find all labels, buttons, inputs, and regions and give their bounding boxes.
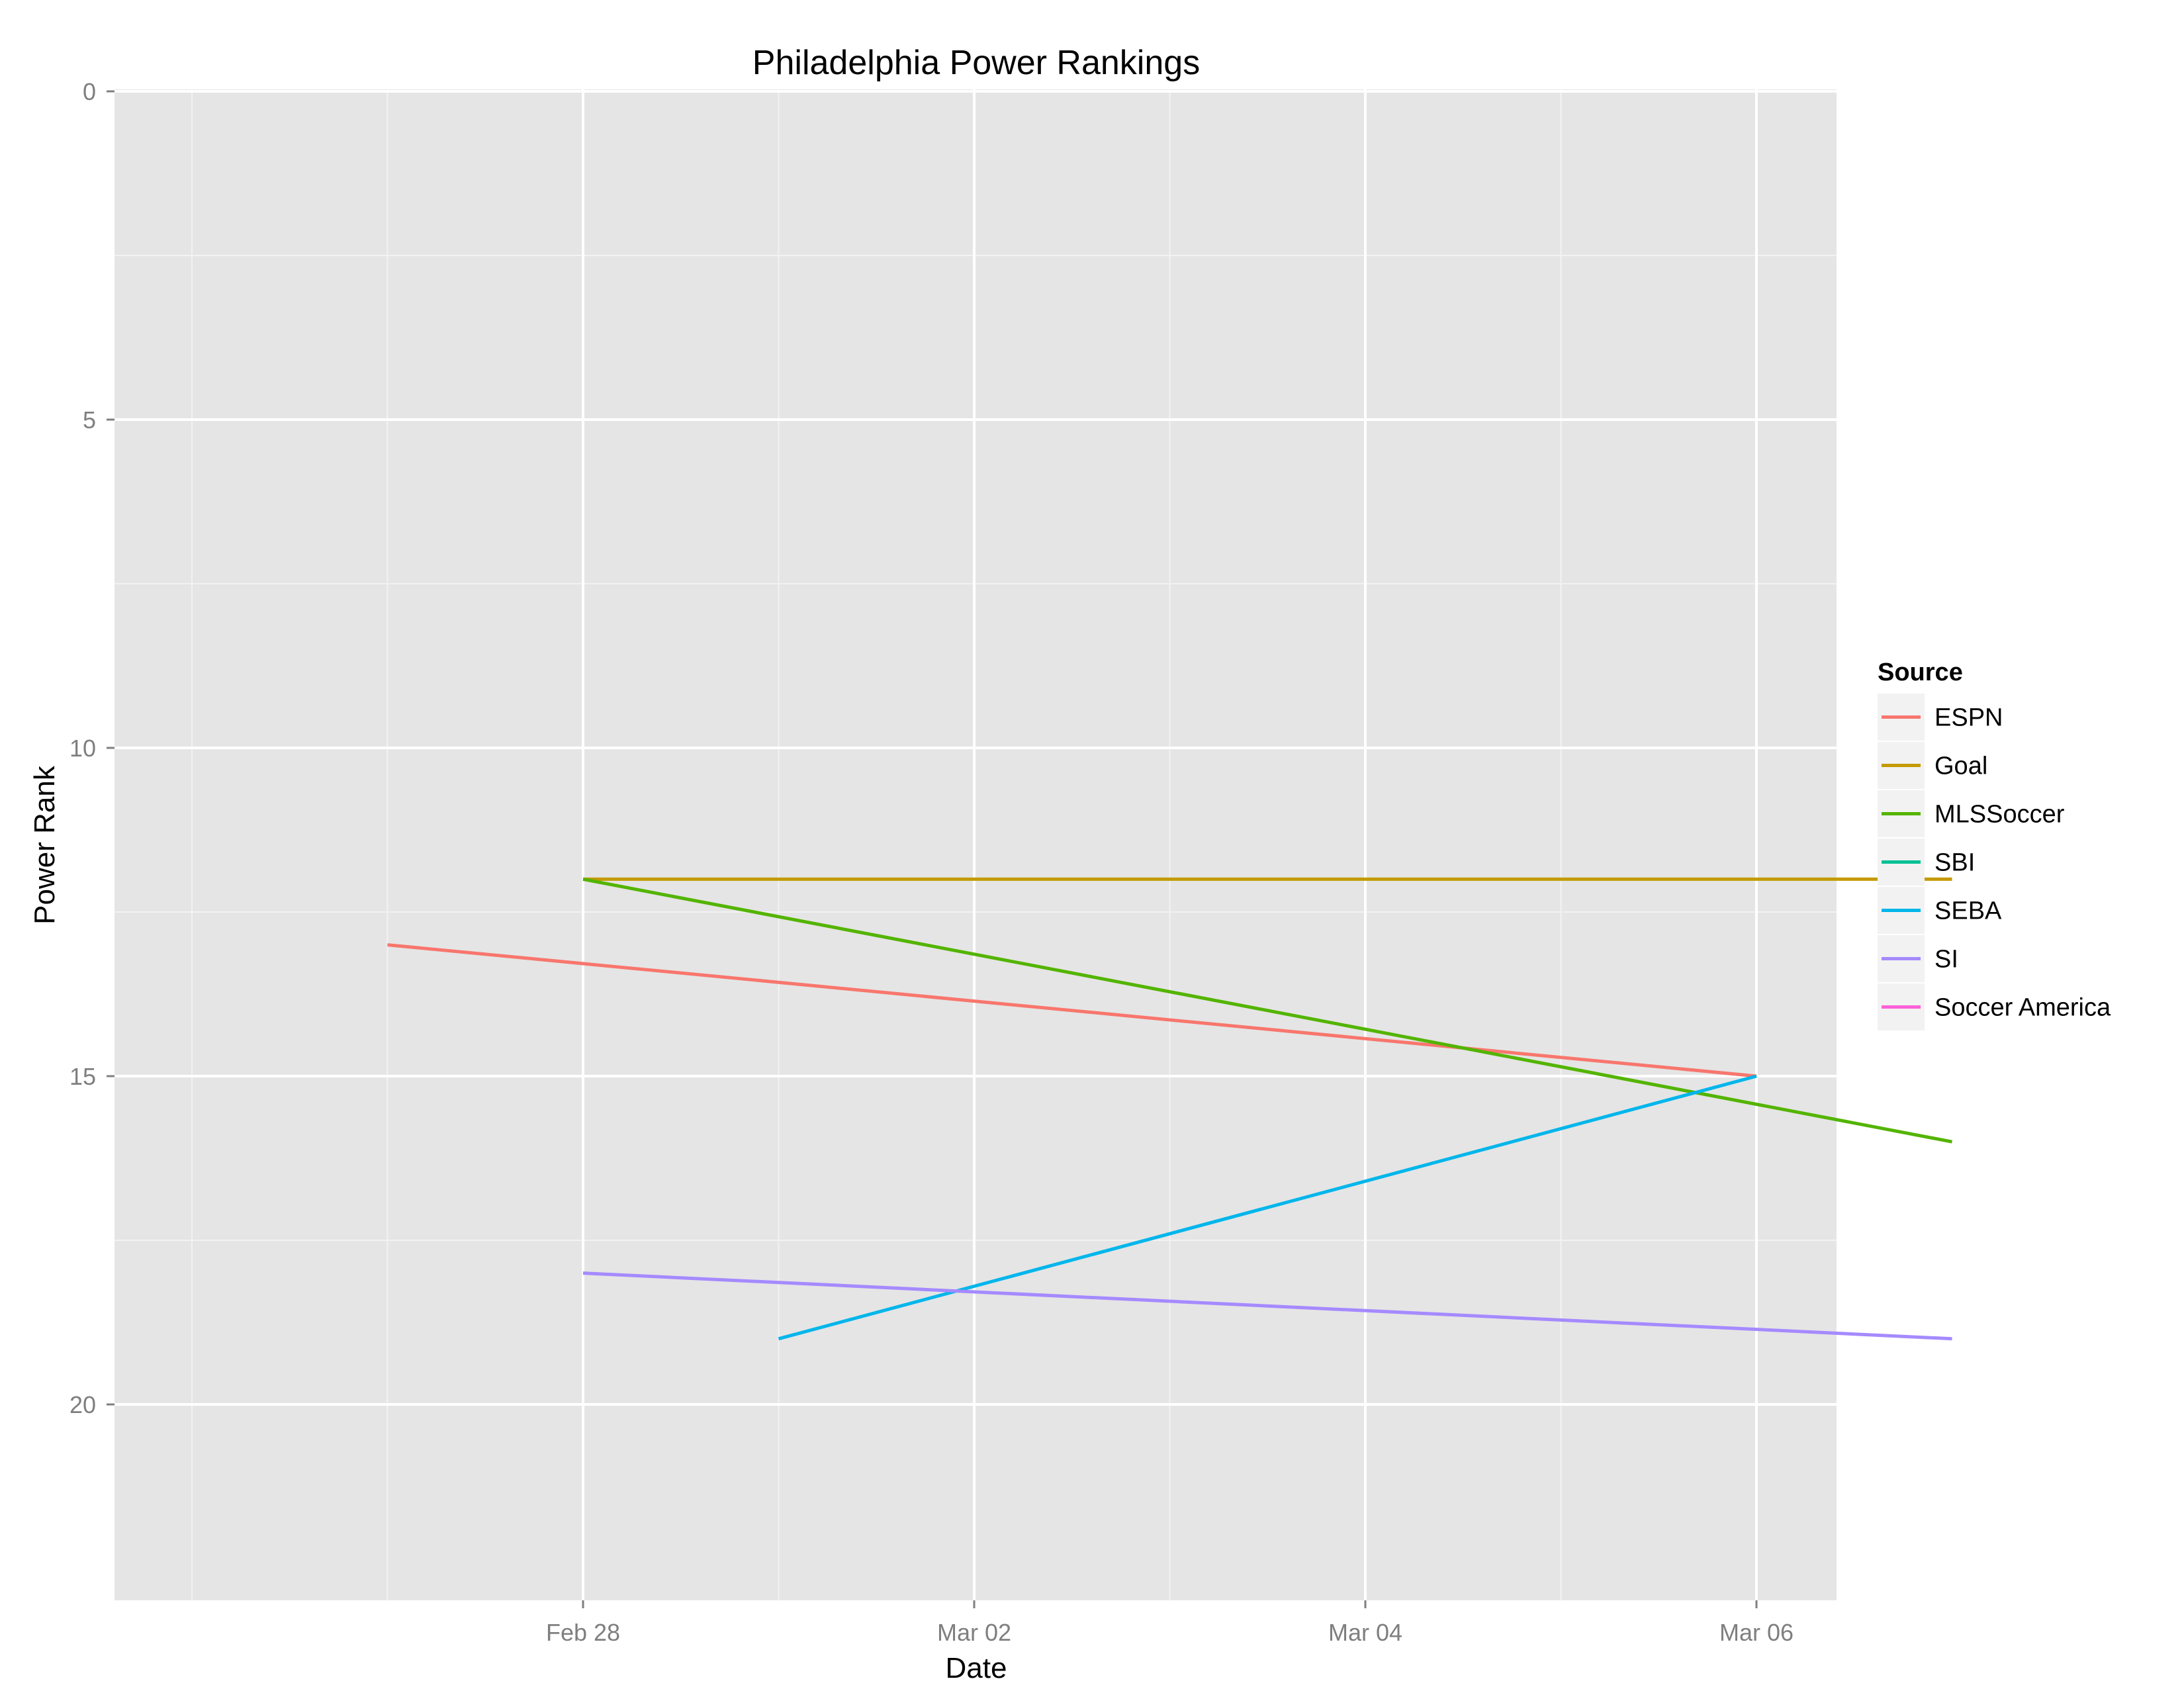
y-tick-label: 0 xyxy=(83,78,96,105)
chart-title: Philadelphia Power Rankings xyxy=(752,44,1200,82)
legend-label: SI xyxy=(1934,946,1958,974)
legend: Source ESPN Goal MLSSoccer SBI SEBA SI Soccer A… xyxy=(1878,659,2111,1030)
y-tick-label: 15 xyxy=(69,1063,96,1090)
y-tick-label: 5 xyxy=(83,406,96,434)
series-line-si xyxy=(582,1271,1952,1341)
series-lines xyxy=(387,877,1952,1341)
legend-label: SBI xyxy=(1934,849,1975,877)
x-tick-label: Mar 06 xyxy=(1719,1619,1794,1646)
grid xyxy=(114,89,1837,1600)
legend-label: ESPN xyxy=(1934,704,2003,732)
x-tick-label: Feb 28 xyxy=(546,1619,620,1646)
x-tick-label: Mar 04 xyxy=(1328,1619,1402,1646)
x-tick-label: Mar 02 xyxy=(937,1619,1011,1646)
axes: 0 5 10 15 20 Feb 28 Mar 02 Mar 04 Mar 06 xyxy=(69,78,1794,1646)
legend-title: Source xyxy=(1878,659,1963,686)
legend-label: Soccer America xyxy=(1934,994,2111,1022)
legend-label: Goal xyxy=(1934,753,1987,780)
y-tick-label: 20 xyxy=(69,1391,96,1418)
legend-label: SEBA xyxy=(1934,897,2002,925)
series-line-espn xyxy=(387,943,1757,1078)
y-tick-label: 10 xyxy=(69,735,96,762)
series-line-mlssoccer xyxy=(582,877,1952,1144)
series-line-seba xyxy=(778,1074,1757,1341)
x-axis-title: Date xyxy=(946,1652,1007,1684)
legend-label: MLSSoccer xyxy=(1934,801,2065,829)
y-axis-title: Power Rank xyxy=(28,765,61,925)
